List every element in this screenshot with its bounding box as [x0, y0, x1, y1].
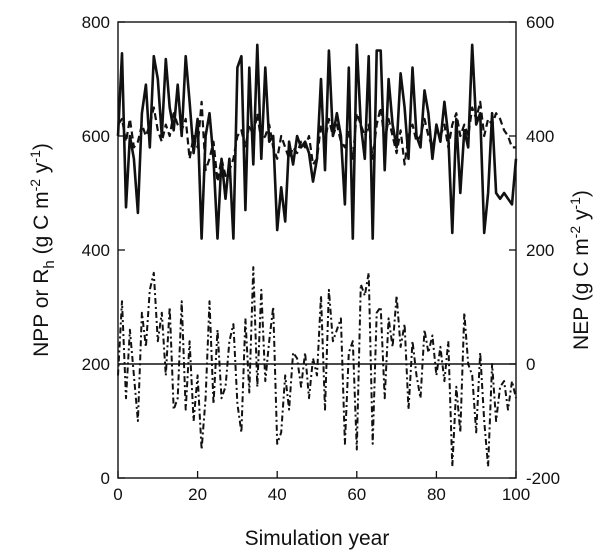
y-left-tick-label: 600 [82, 127, 110, 146]
y-left-tick-label: 400 [82, 241, 110, 260]
x-tick-label: 40 [268, 485, 287, 504]
y-left-tick-label: 800 [82, 13, 110, 32]
y-left-axis-title: NPP or Rh (g C m-2 y-1) [27, 143, 58, 357]
nep-series-line [117, 266, 517, 468]
x-tick-label: 80 [427, 485, 446, 504]
y-right-tick-label: 0 [526, 355, 535, 374]
y-right-tick-label: 600 [526, 13, 554, 32]
series-layer [116, 43, 518, 468]
rh-subscript: h [41, 260, 58, 268]
y-right-tick-label: -200 [526, 469, 560, 488]
rh-series-line [117, 100, 516, 183]
y-right-tick-label: 200 [526, 241, 554, 260]
y-left-tick-label: 0 [101, 469, 110, 488]
x-tick-label: 0 [113, 485, 122, 504]
x-axis-title: Simulation year [245, 527, 390, 550]
x-tick-label: 100 [502, 485, 530, 504]
y-right-axis-title: NEP (g C m-2 y-1) [567, 190, 593, 350]
x-tick-label: 60 [347, 485, 366, 504]
y-left-tick-label: 200 [82, 355, 110, 374]
y-right-tick-label: 400 [526, 127, 554, 146]
npp-series-line [116, 43, 518, 240]
x-tick-label: 20 [188, 485, 207, 504]
